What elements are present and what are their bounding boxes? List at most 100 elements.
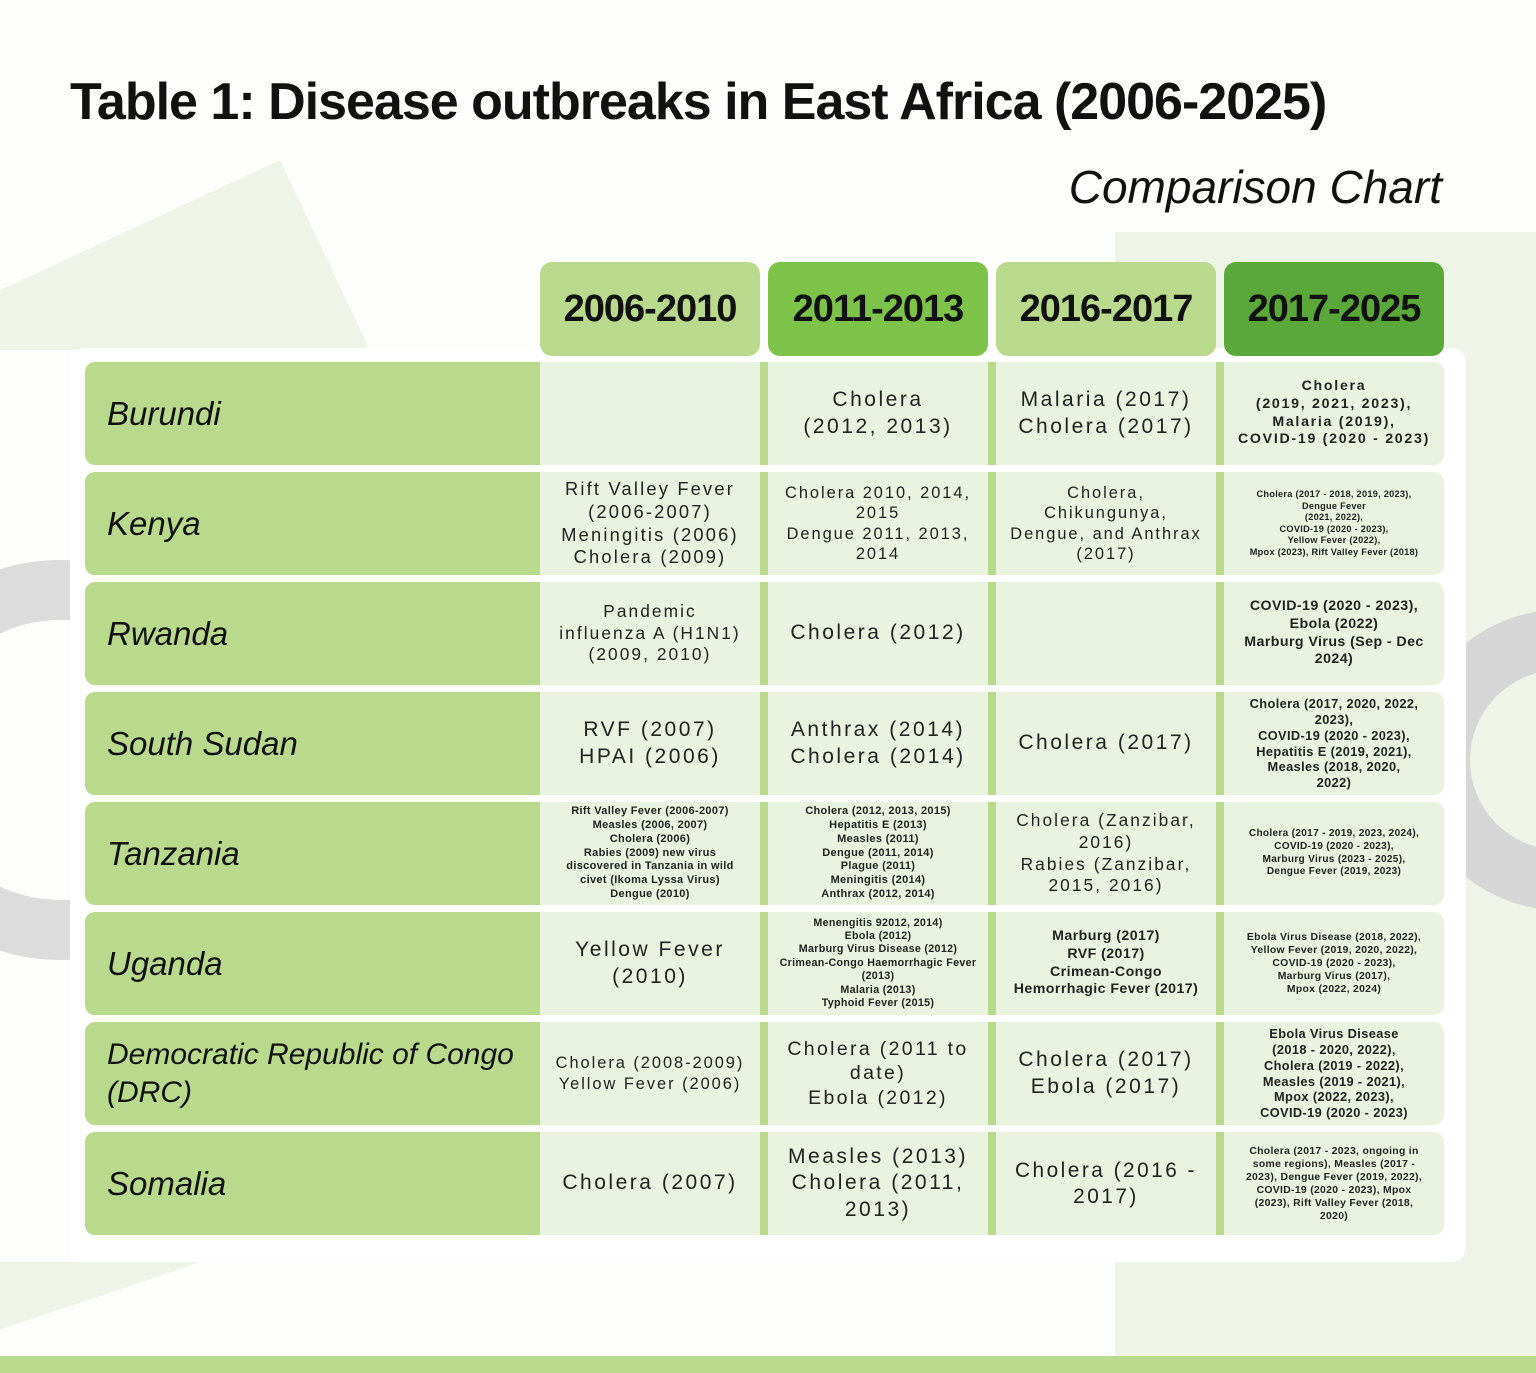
table-cell [988, 582, 1216, 685]
column-header: 2017-2025 [1224, 262, 1444, 356]
text-line: Rabies (Zanzibar, [1020, 853, 1192, 874]
text-line: Mpox (2022, 2023), [1273, 1089, 1394, 1105]
text-line: RVF (2007) [583, 718, 717, 742]
text-line: Cholera (2011, [791, 1171, 965, 1195]
text-line: Anthrax (2012, 2014) [821, 887, 935, 900]
text-line: Marburg Virus (Sep - Dec [1244, 633, 1424, 650]
text-line: Measles (2019 - 2021), [1262, 1073, 1406, 1089]
table-cell: Yellow Fever (2010) [540, 912, 760, 1015]
table-cell: Malaria (2017) Cholera (2017) [988, 362, 1216, 465]
text-line: Crimean-Congo Haemorrhagic Fever [779, 956, 977, 969]
text-line: 2014 [855, 545, 901, 563]
text-line: 2017) [1073, 1184, 1139, 1208]
text-line: Ebola (2017) [1030, 1074, 1182, 1098]
table-cell: Cholera (2017 - 2023, ongoing in some reg… [1216, 1132, 1444, 1235]
text-line: Somalia [107, 1164, 227, 1202]
text-line: Typhoid Fever (2015) [821, 996, 935, 1009]
table-cell: Cholera (2017 - 2018, 2019, 2023), Dengue… [1216, 472, 1444, 575]
text-line: Cholera (2017) [1018, 414, 1194, 438]
text-line: Mpox (2023), Rift Valley Fever (2018) [1249, 546, 1419, 557]
text-line: (2018 - 2020, 2022), [1272, 1041, 1396, 1057]
row-label: Uganda [85, 912, 540, 1015]
text-line: Dengue Fever (2019, 2023) [1266, 866, 1402, 878]
table-cell: Marburg (2017) RVF (2017) Crimean-Congo Hem… [988, 912, 1216, 1015]
text-line: (2013) [861, 970, 895, 983]
text-line: 2016) [1078, 831, 1134, 852]
table-cell: Cholera (2019, 2021, 2023), Malaria (2019)… [1216, 362, 1444, 465]
text-line: 2013) [844, 1197, 912, 1221]
table-cell: Pandemic influenza A (H1N1) (2009, 2010) [540, 582, 760, 685]
text-line: 2015, 2016) [1048, 875, 1164, 896]
text-line: Hepatitis E (2013) [829, 819, 927, 832]
text-line: Dengue (2011, 2014) [822, 846, 934, 859]
text-line: Ebola (2022) [1289, 615, 1379, 632]
text-line: Kenya [107, 504, 201, 542]
text-line: Cholera (2017 - 2023, ongoing in [1249, 1145, 1419, 1157]
row-label: South Sudan [85, 692, 540, 795]
text-line: Dengue 2011, 2013, [786, 524, 970, 543]
row-label: Somalia [85, 1132, 540, 1235]
text-line: Yellow Fever (2022), [1287, 535, 1381, 545]
table-cell: Cholera (2012) [760, 582, 988, 685]
text-line: (2006-2007) [588, 500, 712, 522]
text-line: Marburg Virus Disease (2012) [798, 943, 958, 956]
text-line: date) [849, 1062, 907, 1085]
table-cell: Cholera (2016 -2017) [988, 1132, 1216, 1235]
text-line: Malaria (2013) [840, 983, 916, 996]
table-cell: Measles (2013) Cholera (2011, 2013) [760, 1132, 988, 1235]
text-line: COVID-19 (2020 - 2023) [1237, 431, 1431, 448]
table-cell: RVF (2007) HPAI (2006) [540, 692, 760, 795]
text-line: Cholera (2017 - 2018, 2019, 2023), [1256, 489, 1412, 499]
column-header: 2016-2017 [996, 262, 1216, 356]
text-line: Dengue (2010) [610, 887, 690, 900]
text-line: 2024) [1314, 651, 1354, 668]
text-line: COVID-19 (2020 - 2023) [1260, 1105, 1408, 1121]
text-line: Cholera 2010, 2014, [785, 483, 971, 502]
text-line: 2020) [1319, 1210, 1349, 1222]
text-line: Yellow Fever (2006) [558, 1074, 742, 1093]
table-cell: Anthrax (2014) Cholera (2014) [760, 692, 988, 795]
text-line: (2021, 2022), [1304, 512, 1364, 522]
text-line: Cholera (2007) [562, 1171, 738, 1195]
text-line: Malaria (2019), [1272, 413, 1396, 430]
column-header: 2011-2013 [768, 262, 988, 356]
table-cell: Cholera 2010, 2014, 2015 Dengue 2011, 2013… [760, 472, 988, 575]
text-line: Tanzania [107, 834, 240, 872]
text-line: Cholera (2006) [609, 832, 691, 845]
text-line: Cholera [832, 388, 924, 412]
subtitle: Comparison Chart [1068, 161, 1442, 213]
text-line: some regions), Measles (2017 - [1252, 1158, 1416, 1170]
table-cell: Rift Valley Fever (2006-2007) Measles (20… [540, 802, 760, 905]
text-line: Cholera (2012) [790, 621, 966, 645]
table-cell: Cholera (2011 to date) Ebola (2012) [760, 1022, 988, 1125]
table-cell: Cholera (Zanzibar, 2016) Rabies (Zanzibar,… [988, 802, 1216, 905]
text-line: (2017) [1076, 545, 1136, 563]
table-cell: Cholera (2007) [540, 1132, 760, 1235]
text-line: Cholera (2009) [573, 546, 727, 568]
text-line: Uganda [107, 944, 223, 982]
text-line: influenza A (H1N1) [559, 622, 741, 643]
text-line: civet (Ikoma Lyssa Virus) [580, 874, 720, 887]
text-line: Cholera (2012, 2013, 2015) [805, 805, 951, 818]
text-line: Meningitis (2006) [561, 523, 739, 545]
text-line: Cholera (2017) [1018, 1048, 1194, 1072]
text-line: 2022) [1316, 775, 1352, 791]
row-label: Democratic Republic of Congo (DRC) [85, 1022, 540, 1125]
text-line: COVID-19 (2020 - 2023), [1249, 598, 1419, 614]
text-line: Ebola (2012) [844, 930, 912, 943]
text-line: Cholera [1301, 378, 1367, 394]
table-cell: Rift Valley Fever (2006-2007) Meningitis (… [540, 472, 760, 575]
text-line: (2023), Rift Valley Fever (2018, [1254, 1197, 1414, 1209]
table-cell [540, 362, 760, 465]
text-line: Yellow Fever [575, 938, 725, 962]
row-label: Tanzania [85, 802, 540, 905]
text-line: 2023), Dengue Fever (2019, 2022), [1245, 1171, 1423, 1183]
table-cell: Menengitis 92012, 2014) Ebola (2012) Marbu… [760, 912, 988, 1015]
text-line: (2010) [612, 964, 688, 988]
text-line: Marburg Virus (2023 - 2025), [1262, 853, 1406, 865]
text-line: RVF (2017) [1067, 945, 1145, 962]
text-line: Dengue, and Anthrax [1010, 524, 1202, 543]
table-cell: COVID-19 (2020 - 2023), Ebola (2022) Marbu… [1216, 582, 1444, 685]
row-label: Rwanda [85, 582, 540, 685]
